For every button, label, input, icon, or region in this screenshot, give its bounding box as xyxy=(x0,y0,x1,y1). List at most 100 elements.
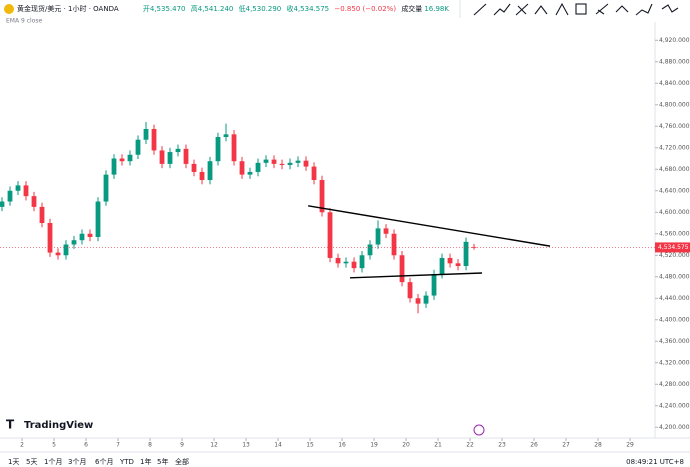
candle-body xyxy=(119,158,125,162)
candle-body xyxy=(263,159,269,163)
candle-body xyxy=(39,206,45,224)
x-tick-label: 15 xyxy=(306,442,314,449)
brand-mark: 𝗧 xyxy=(6,418,15,432)
candle-body xyxy=(79,233,85,241)
y-tick-label: 4,800.000 xyxy=(659,101,690,108)
period-button[interactable]: YTD xyxy=(119,458,134,466)
last-price-tag xyxy=(655,242,690,253)
period-button[interactable]: 1年 xyxy=(140,457,151,466)
candle-body xyxy=(23,185,29,197)
candle-body xyxy=(135,139,141,155)
cross-tool[interactable] xyxy=(515,3,529,16)
polyline-tool[interactable] xyxy=(493,3,511,16)
candle-body xyxy=(87,233,93,237)
y-tick-label: 4,720.000 xyxy=(659,144,690,151)
candle-body xyxy=(375,228,381,245)
candle-body xyxy=(311,166,317,181)
y-tick-label: 4,760.000 xyxy=(659,123,690,130)
header-line: 黄金现货/美元 · 1小时 · OANDA 开4,535.470 高4,541.… xyxy=(17,4,449,13)
y-tick-label: 4,360.000 xyxy=(659,338,690,345)
candle-body xyxy=(103,174,109,202)
y-tick-label: 4,600.000 xyxy=(659,209,690,216)
candle-body xyxy=(399,255,405,283)
x-tick-label: 29 xyxy=(626,442,634,449)
angle-tool[interactable] xyxy=(534,5,548,15)
candle-body xyxy=(183,148,189,164)
y-tick-label: 4,440.000 xyxy=(659,295,690,302)
change: −0.850 (−0.02%) xyxy=(334,5,396,13)
candle-body xyxy=(439,257,445,275)
candle-body xyxy=(143,128,149,140)
open-value: 4,535.470 xyxy=(150,5,186,13)
trendline-tool[interactable] xyxy=(473,3,487,16)
y-tick-label: 4,640.000 xyxy=(659,187,690,194)
candle-body xyxy=(463,241,469,267)
y-tick-label: 4,240.000 xyxy=(659,402,690,409)
candle-body xyxy=(359,255,365,269)
candle-body xyxy=(175,148,181,153)
candle-body xyxy=(327,212,333,258)
period-button[interactable]: 5天 xyxy=(26,458,37,466)
x-tick-label: 2 xyxy=(20,442,24,449)
x-tick-label: 7 xyxy=(116,442,120,449)
period-button[interactable]: 全部 xyxy=(175,457,189,466)
candle-body xyxy=(167,152,173,164)
y-tick-label: 4,200.000 xyxy=(659,424,690,431)
candle-body xyxy=(415,298,421,304)
candle-body xyxy=(71,240,77,245)
ray-tool[interactable] xyxy=(595,3,609,15)
x-tick-label: 12 xyxy=(210,442,218,449)
arrow-tool[interactable] xyxy=(615,5,629,13)
y-tick-label: 4,920.000 xyxy=(659,37,690,44)
y-tick-label: 4,880.000 xyxy=(659,58,690,65)
symbol-icon xyxy=(4,4,14,14)
pitch-tool[interactable] xyxy=(555,2,569,16)
y-tick-label: 4,520.000 xyxy=(659,252,690,259)
event-marker[interactable] xyxy=(473,424,485,436)
close-value: 4,534.575 xyxy=(294,5,330,13)
period-bar: 1天 5天 1个月 3个月 6个月 YTD 1年 5年 全部 xyxy=(8,457,189,466)
brand: TradingView xyxy=(24,420,93,431)
symbol: 黄金现货/美元 · 1小时 · OANDA xyxy=(17,4,119,13)
candle-body xyxy=(207,161,213,181)
x-tick-label: 21 xyxy=(434,442,442,449)
candle-body xyxy=(287,162,293,165)
period-button[interactable]: 1个月 xyxy=(44,458,62,466)
x-tick-label: 16 xyxy=(338,442,346,449)
period-button[interactable]: 1天 xyxy=(8,458,19,466)
period-button[interactable]: 5年 xyxy=(157,457,168,466)
low-value: 4,530.290 xyxy=(246,5,282,13)
candle-body xyxy=(191,163,197,172)
candle-body xyxy=(31,196,37,207)
candle-body xyxy=(95,201,101,237)
y-tick-label: 4,840.000 xyxy=(659,80,690,87)
candle-body xyxy=(303,160,309,167)
candle-body xyxy=(0,201,5,207)
candle-body xyxy=(199,171,205,181)
last-price-label: 4,534.575 xyxy=(658,244,689,251)
y-tick-label: 4,280.000 xyxy=(659,381,690,388)
candle-body xyxy=(159,150,165,164)
candle-body xyxy=(351,261,357,269)
period-button[interactable]: 3个月 xyxy=(68,458,86,466)
candle-body xyxy=(7,190,13,202)
candle-body xyxy=(367,244,373,256)
candle-body xyxy=(151,128,157,151)
candle-body xyxy=(215,137,221,162)
period-button[interactable]: 6个月 xyxy=(95,458,113,466)
volume-label: 成交量 xyxy=(401,4,422,13)
candle-body xyxy=(407,282,413,299)
drawing-toolbar xyxy=(459,0,679,18)
x-tick-label: 9 xyxy=(180,442,184,449)
candle-body xyxy=(319,180,325,213)
candle-body xyxy=(255,162,261,172)
low-label: 低 xyxy=(239,4,246,13)
candle-body xyxy=(47,223,53,253)
path-tool[interactable] xyxy=(635,3,653,16)
indicator: EMA 9 close xyxy=(6,18,42,25)
brush-tool[interactable] xyxy=(661,4,679,13)
rect-tool[interactable] xyxy=(575,3,587,15)
trendline xyxy=(307,205,551,247)
